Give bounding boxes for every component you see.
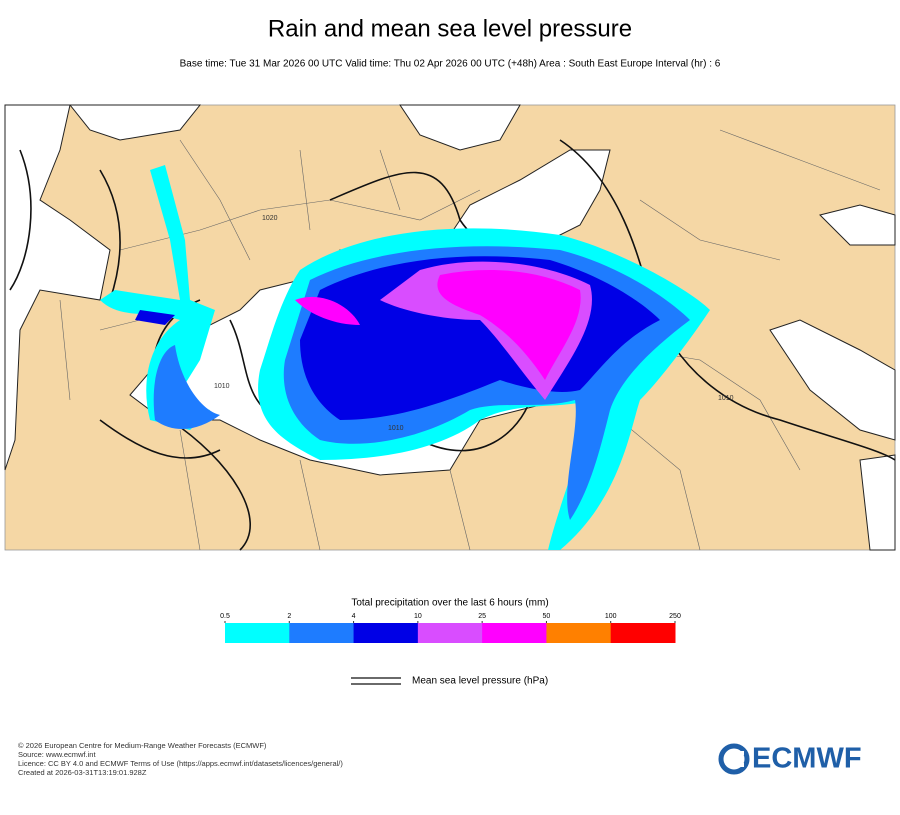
colorbar-tick-label: 0.5 — [220, 613, 230, 620]
colorbar-segment — [225, 623, 290, 643]
colorbar-tick-label: 250 — [669, 613, 681, 620]
colorbar-segment — [353, 623, 419, 643]
colorbar-segment — [610, 623, 676, 643]
colorbar-segment — [289, 623, 355, 643]
colorbar-segment — [417, 623, 483, 643]
title: Rain and mean sea level pressure — [268, 15, 632, 42]
footer-line: Licence: CC BY 4.0 and ECMWF Terms of Us… — [18, 759, 343, 768]
colorbar-segment — [546, 623, 612, 643]
colorbar-tick-label: 10 — [414, 613, 422, 620]
colorbar-tick-label: 2 — [287, 613, 291, 620]
colorbar-tick-label: 50 — [543, 613, 551, 620]
footer-line: © 2026 European Centre for Medium-Range … — [18, 741, 267, 750]
contour-label: 1010 — [214, 383, 230, 390]
footer-line: Source: www.ecmwf.int — [18, 750, 96, 759]
contour-label: 1010 — [388, 425, 404, 432]
precipitation — [100, 165, 710, 550]
colorbar: 0.5 2 4 10 25 50 100 250 — [220, 613, 681, 643]
map: 1030 1020 1010 1010 1010 — [4, 104, 896, 551]
logo: ECMWF — [718, 743, 862, 775]
subtitle: Base time: Tue 31 Mar 2026 00 UTC Valid … — [180, 59, 721, 70]
colorbar-tick-label: 4 — [352, 613, 356, 620]
footer-line: Created at 2026-03-31T13:19:01.928Z — [18, 768, 147, 777]
colorbar-tick-label: 25 — [478, 613, 486, 620]
isobar-legend-label: Mean sea level pressure (hPa) — [412, 676, 548, 687]
colorbar-title: Total precipitation over the last 6 hour… — [351, 598, 548, 609]
colorbar-tick-label: 100 — [605, 613, 617, 620]
logo-text: ECMWF — [752, 743, 862, 775]
colorbar-segment — [482, 623, 547, 643]
contour-label: 1010 — [718, 395, 734, 402]
contour-label: 1020 — [262, 215, 278, 222]
